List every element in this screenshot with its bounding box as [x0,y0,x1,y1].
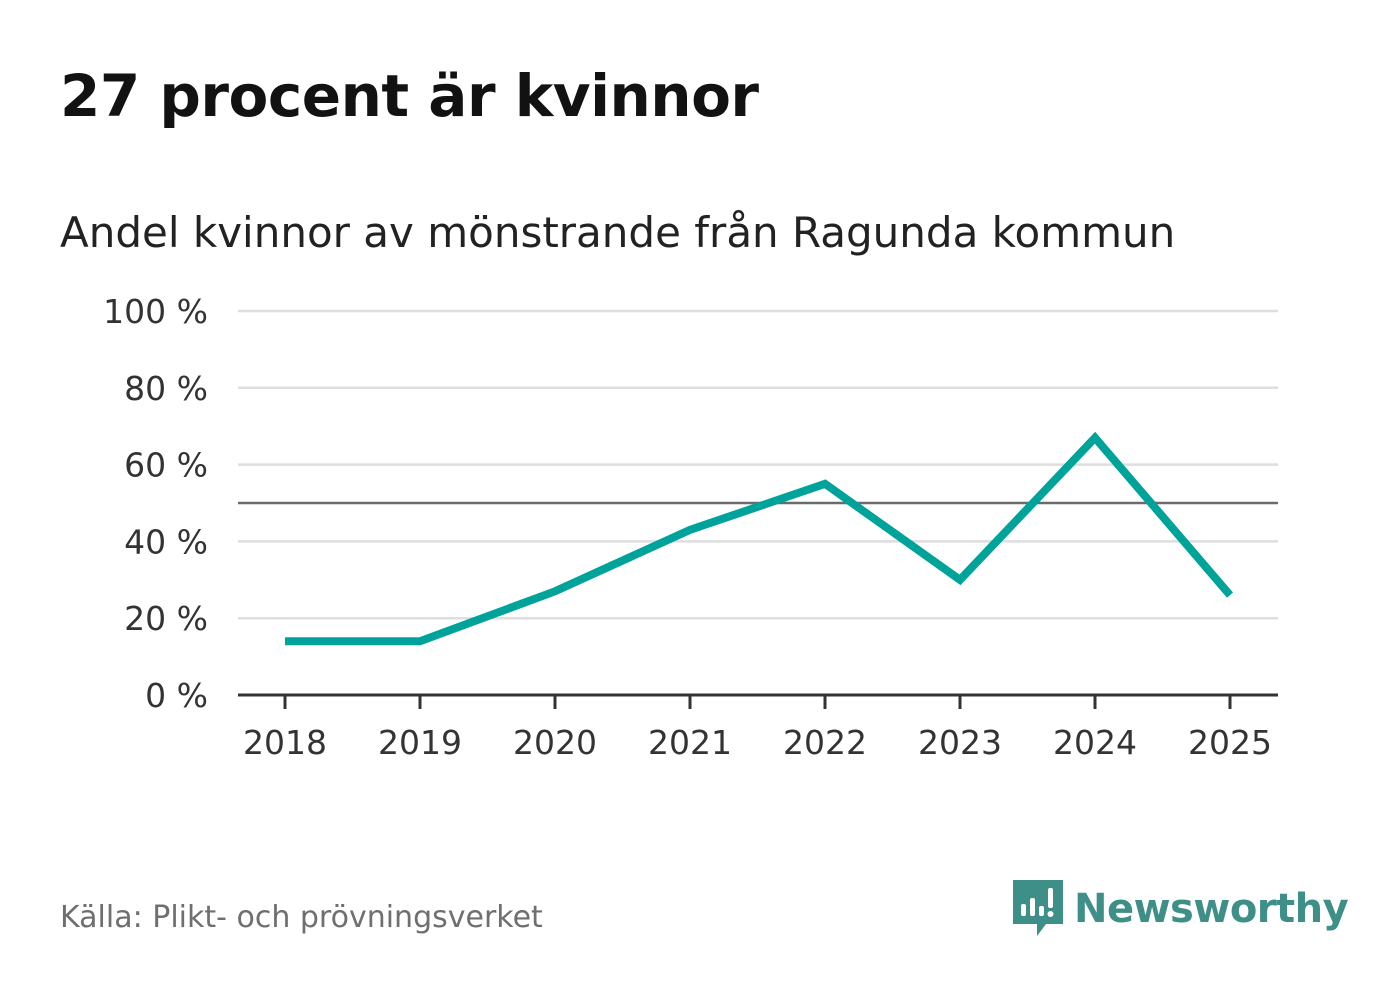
y-tick-label: 40 % [124,522,208,561]
x-tick-label: 2018 [243,723,327,762]
y-tick-label: 80 % [124,369,208,408]
y-tick-label: 20 % [124,599,208,638]
x-axis-ticks [283,695,1232,709]
x-axis-labels: 2018 2019 2020 2021 2022 2023 2024 2025 [243,723,1272,762]
newsworthy-logo-icon [1013,880,1063,936]
series-line-andel-kvinnor [285,431,1234,646]
y-tick-label: 60 % [124,446,208,485]
x-tick-label: 2020 [513,723,597,762]
chart-title: 27 procent är kvinnor [60,62,759,130]
source-note: Källa: Plikt- och prövningsverket [60,900,543,935]
grid-lines [238,309,1278,620]
x-tick-label: 2024 [1053,723,1137,762]
brand-name: Newsworthy [1074,886,1349,932]
y-axis-labels: 0 % 20 % 40 % 60 % 80 % 100 % [103,292,208,715]
x-tick-label: 2025 [1188,723,1272,762]
y-tick-label: 100 % [103,292,208,331]
x-tick-label: 2019 [378,723,462,762]
x-tick-label: 2023 [918,723,1002,762]
brand-logo: Newsworthy [1010,878,1349,940]
x-tick-label: 2022 [783,723,867,762]
chart-subtitle: Andel kvinnor av mönstrande från Ragunda… [60,208,1176,257]
y-tick-label: 0 % [145,676,208,715]
x-tick-label: 2021 [648,723,732,762]
